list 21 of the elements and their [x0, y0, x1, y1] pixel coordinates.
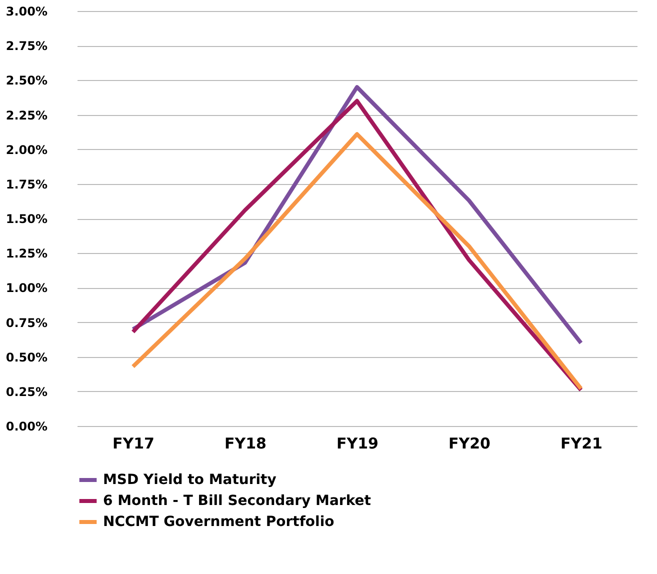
y-tick-label: 1.25% [6, 246, 48, 261]
x-tick-label: FY18 [224, 434, 266, 452]
x-tick-label: FY20 [448, 434, 490, 452]
y-tick-label: 0.25% [6, 384, 48, 399]
y-tick-label: 0.00% [6, 420, 48, 434]
y-tick-label: 2.75% [6, 39, 48, 54]
y-tick-label: 1.75% [6, 177, 48, 192]
y-tick-label: 1.50% [6, 212, 48, 226]
x-tick-label: FY19 [336, 434, 378, 452]
y-tick-label: 0.75% [6, 316, 48, 330]
y-tick-label: 1.00% [6, 281, 48, 296]
legend-label: MSD Yield to Maturity [103, 472, 276, 488]
y-tick-label: 2.00% [6, 142, 48, 157]
x-tick-label: FY21 [560, 434, 602, 452]
y-tick-label: 0.50% [6, 350, 48, 364]
y-tick-label: 2.25% [6, 108, 48, 122]
legend-label: 6 Month - T Bill Secondary Market [103, 493, 372, 509]
x-tick-label: FY17 [112, 434, 154, 452]
legend-label: NCCMT Government Portfolio [103, 514, 335, 530]
y-tick-label: 2.50% [6, 74, 48, 88]
y-tick-label: 3.00% [6, 4, 48, 18]
